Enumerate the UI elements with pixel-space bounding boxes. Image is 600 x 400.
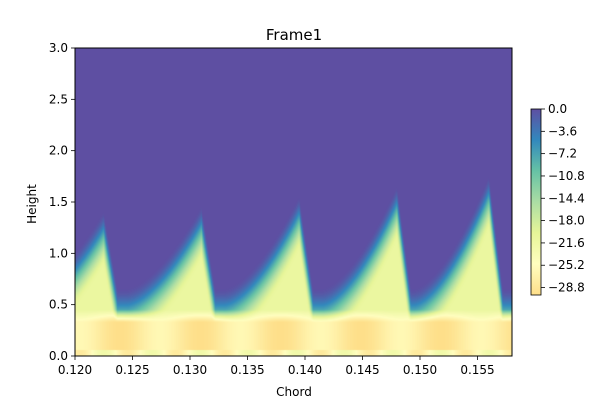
x-axis: 0.120 0.125 0.130 0.135 0.140 0.145 0.150 0.155 [58,356,495,377]
colorbar-tick-label: −10.8 [548,169,585,183]
colorbar-tick-label: −18.0 [548,214,585,228]
x-tick-label: 0.145 [345,363,379,377]
colorbar-tick-label: −14.4 [548,191,585,205]
x-tick-label: 0.155 [460,363,494,377]
x-tick-label: 0.125 [115,363,149,377]
y-tick-label: 0.0 [49,349,68,363]
chart-title: Frame1 [266,26,322,44]
colorbar-tick-label: −21.6 [548,236,585,250]
y-tick-label: 0.5 [49,298,68,312]
colorbar-tick-label: −28.8 [548,281,585,295]
colorbar-tick-label: −7.2 [548,147,577,161]
y-tick-label: 3.0 [49,41,68,55]
x-tick-label: 0.140 [288,363,322,377]
heatmap-field-container [75,48,512,356]
y-axis-label: Height [25,184,39,224]
colorbar-tick-label: −25.2 [548,258,585,272]
x-tick-label: 0.135 [230,363,264,377]
y-tick-label: 1.5 [49,195,68,209]
colorbar-tick-label: 0.0 [548,102,567,116]
y-tick-label: 2.0 [49,144,68,158]
colorbar-bar [530,108,542,296]
heatmap-field [75,48,512,356]
colorbar: 0.0 −3.6 −7.2 −10.8 −14.4 −18.0 −21.6 −25.2 −28.… [530,102,585,296]
y-axis: 0.0 0.5 1.0 1.5 2.0 2.5 3.0 [49,41,75,363]
colorbar-ticks: 0.0 −3.6 −7.2 −10.8 −14.4 −18.0 −21.6 −25.2 −28.… [541,102,585,295]
colorbar-tick-label: −3.6 [548,124,577,138]
plot-area [74,47,513,357]
y-tick-label: 2.5 [49,92,68,106]
x-tick-label: 0.150 [403,363,437,377]
x-axis-label: Chord [276,385,312,399]
y-tick-label: 1.0 [49,246,68,260]
x-tick-label: 0.120 [58,363,92,377]
x-tick-label: 0.130 [173,363,207,377]
